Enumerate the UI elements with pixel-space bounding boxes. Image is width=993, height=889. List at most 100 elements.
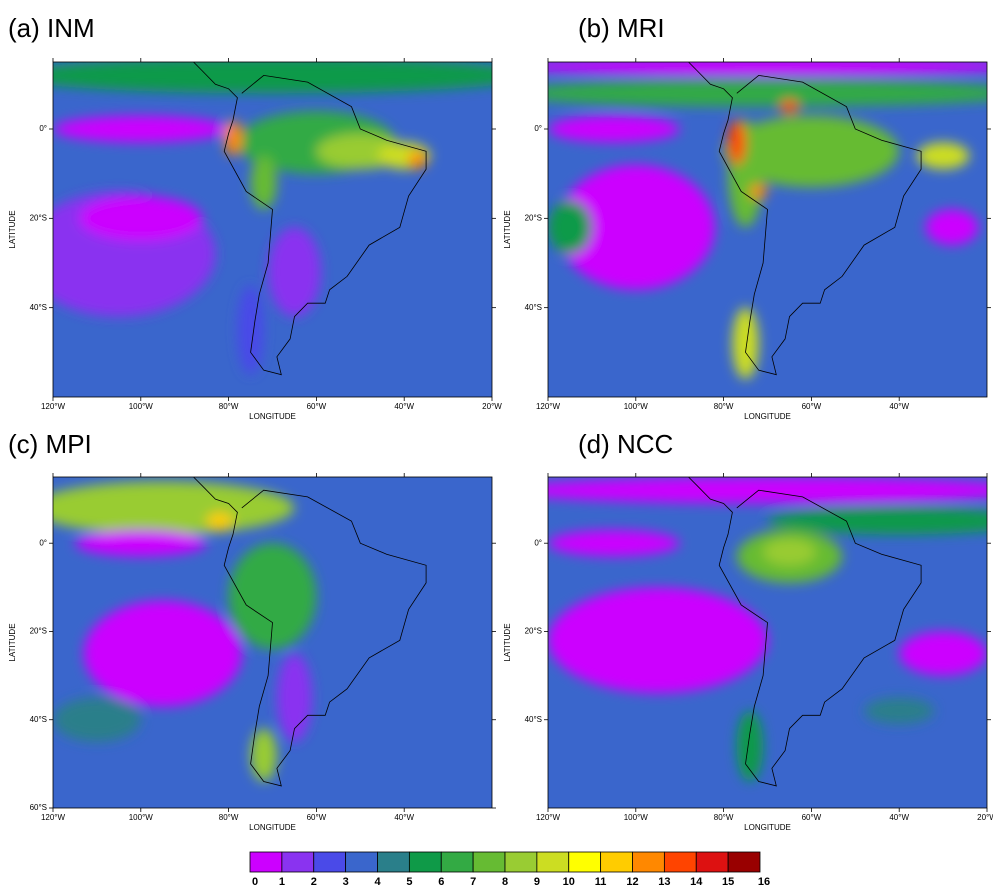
- shade: [224, 120, 242, 156]
- y-tick-label: 20°S: [30, 213, 47, 222]
- map-field: [53, 477, 492, 808]
- shade: [749, 184, 768, 199]
- plot-frame: [547, 61, 988, 398]
- colorbar-label: 12: [626, 876, 638, 888]
- colorbar-label: 2: [311, 876, 317, 888]
- y-tick-label: 40°S: [30, 715, 47, 724]
- shade: [74, 529, 207, 557]
- x-tick-label: 120°W: [41, 813, 66, 822]
- x-tick-label: 80°W: [714, 813, 734, 822]
- shade: [767, 507, 987, 535]
- x-tick-label: 100°W: [624, 402, 649, 411]
- colorbar-label: 13: [658, 876, 670, 888]
- coastline: [688, 477, 922, 787]
- x-tick-label: 40°W: [394, 813, 414, 822]
- colorbar-box: [600, 851, 633, 873]
- map-field: [548, 62, 987, 397]
- shade: [79, 196, 203, 241]
- y-tick-label: 60°S: [30, 803, 47, 812]
- colorbar-box: [440, 851, 474, 873]
- y-axis-label: LATITUDE: [503, 623, 512, 661]
- colorbar-label: 14: [690, 876, 703, 888]
- shade: [53, 62, 492, 94]
- shade: [548, 79, 987, 107]
- shade: [548, 529, 680, 557]
- shade: [548, 477, 987, 504]
- colorbar-box: [345, 851, 378, 873]
- colorbar-box: [504, 851, 538, 873]
- colorbar-box: [281, 851, 315, 873]
- shade: [723, 115, 900, 188]
- colorbar-box: [408, 851, 442, 873]
- y-axis-label: LATITUDE: [8, 623, 17, 661]
- x-tick-label: 40°W: [889, 813, 909, 822]
- shade: [548, 115, 680, 143]
- x-tick-label: 20°W: [977, 813, 993, 822]
- x-axis-label: LONGITUDE: [744, 823, 791, 832]
- shade: [548, 587, 768, 694]
- x-tick-label: 80°W: [219, 402, 239, 411]
- shade: [556, 164, 715, 290]
- colorbar-label: 0: [252, 876, 258, 888]
- shade: [83, 600, 242, 707]
- shade: [899, 631, 987, 676]
- colorbar-box: [377, 851, 410, 873]
- panel-title: (d) NCC: [578, 429, 673, 459]
- shade: [732, 307, 759, 380]
- panel-title: (a) INM: [8, 13, 95, 43]
- shade: [268, 227, 321, 317]
- x-tick-label: 120°W: [41, 402, 66, 411]
- y-tick-label: 0°: [39, 124, 47, 133]
- x-tick-label: 120°W: [536, 813, 561, 822]
- x-tick-label: 100°W: [129, 813, 154, 822]
- plot-frame: [52, 61, 493, 398]
- plot-frame: [52, 476, 493, 809]
- colorbar-label: 3: [343, 876, 349, 888]
- shade: [237, 285, 264, 375]
- coastline: [688, 62, 922, 376]
- shading: [548, 477, 987, 782]
- y-axis-label: LATITUDE: [8, 210, 17, 248]
- coastline: [193, 62, 427, 376]
- shade: [763, 538, 816, 566]
- colorbar-label: 5: [406, 876, 412, 888]
- colorbar-box: [568, 851, 602, 873]
- panel-title: (b) MRI: [578, 13, 665, 43]
- shade: [206, 512, 233, 530]
- x-tick-label: 20°W: [482, 402, 502, 411]
- y-tick-label: 0°: [534, 538, 542, 547]
- colorbar-box: [313, 851, 347, 873]
- colorbar-label: 1: [279, 876, 285, 888]
- x-tick-label: 100°W: [624, 813, 649, 822]
- y-tick-label: 0°: [39, 538, 47, 547]
- colorbar-label: 8: [502, 876, 508, 888]
- y-axis-label: LATITUDE: [503, 210, 512, 248]
- shade: [250, 728, 277, 782]
- shade: [548, 200, 592, 255]
- y-tick-label: 20°S: [30, 627, 47, 636]
- map-field: [548, 477, 987, 808]
- shade: [228, 543, 317, 650]
- x-axis-label: LONGITUDE: [249, 823, 296, 832]
- y-tick-label: 20°S: [525, 627, 542, 636]
- colorbar-label: 4: [374, 876, 381, 888]
- colorbar-label: 11: [595, 876, 607, 888]
- colorbar-label: 7: [470, 876, 476, 888]
- colorbar-label: 6: [438, 876, 444, 888]
- x-tick-label: 60°W: [802, 813, 822, 822]
- colorbar-box: [695, 851, 729, 873]
- x-tick-label: 40°W: [394, 402, 414, 411]
- shading: [53, 481, 317, 782]
- colorbar-box: [472, 851, 506, 873]
- colorbar-box: [663, 851, 697, 873]
- x-tick-label: 80°W: [219, 813, 239, 822]
- colorbar-box: [249, 851, 283, 873]
- panel-title: (c) MPI: [8, 429, 92, 459]
- x-tick-label: 100°W: [129, 402, 154, 411]
- x-axis-label: LONGITUDE: [249, 412, 296, 421]
- colorbar-label: 16: [758, 876, 770, 888]
- x-axis-label: LONGITUDE: [744, 412, 791, 421]
- shade: [780, 99, 799, 114]
- shade: [53, 697, 141, 742]
